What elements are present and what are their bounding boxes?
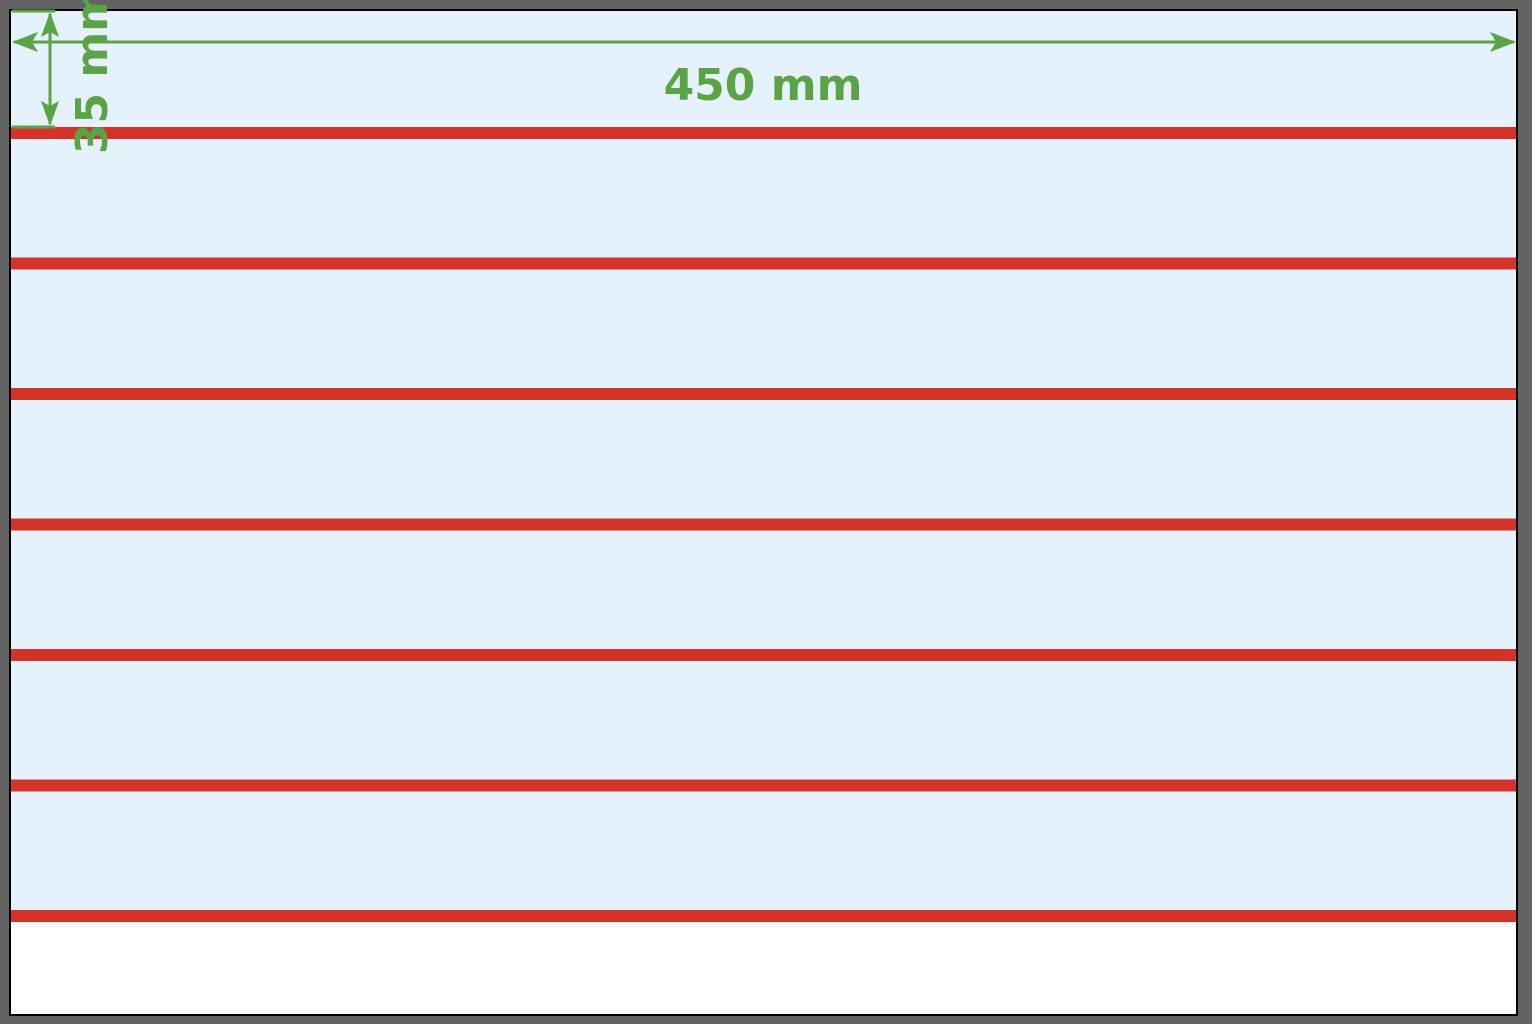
slat-2 [11, 257, 1516, 270]
width-dimension [12, 32, 1516, 52]
slat-3 [11, 388, 1516, 400]
slat-4 [11, 518, 1516, 531]
slat-7 [11, 910, 1516, 922]
arrow-right-icon [1490, 32, 1516, 52]
height-label: 35 mm [67, 0, 118, 154]
arrow-up-icon [41, 12, 59, 37]
slats [11, 127, 1516, 922]
arrow-down-icon [41, 101, 59, 126]
slat-6 [11, 779, 1516, 792]
slat-5 [11, 649, 1516, 661]
width-label: 450 mm [664, 60, 863, 111]
slat-1 [11, 127, 1516, 139]
height-dimension [12, 9, 59, 129]
arrow-left-icon [12, 32, 38, 52]
panel-area [11, 11, 1516, 923]
